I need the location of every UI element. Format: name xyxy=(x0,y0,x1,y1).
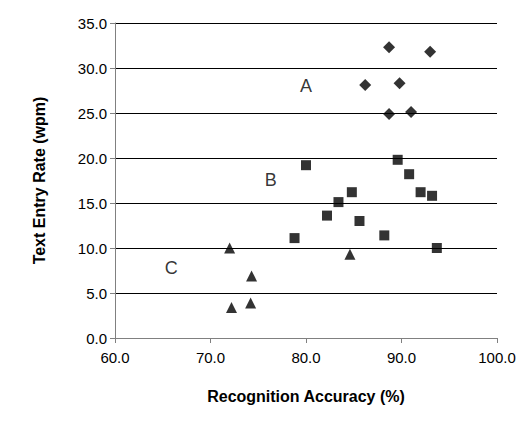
svg-text:C: C xyxy=(165,258,178,278)
svg-text:Recognition Accuracy (%): Recognition Accuracy (%) xyxy=(207,388,405,405)
svg-text:90.0: 90.0 xyxy=(387,349,416,366)
svg-text:35.0: 35.0 xyxy=(78,15,107,32)
svg-text:70.0: 70.0 xyxy=(196,349,225,366)
svg-text:30.0: 30.0 xyxy=(78,60,107,77)
svg-text:B: B xyxy=(265,170,277,190)
svg-text:15.0: 15.0 xyxy=(78,195,107,212)
svg-text:0.0: 0.0 xyxy=(86,330,107,347)
svg-text:20.0: 20.0 xyxy=(78,150,107,167)
svg-text:100.0: 100.0 xyxy=(478,349,516,366)
svg-text:80.0: 80.0 xyxy=(291,349,320,366)
svg-text:A: A xyxy=(300,76,312,96)
svg-text:60.0: 60.0 xyxy=(100,349,129,366)
svg-text:Text Entry Rate (wpm): Text Entry Rate (wpm) xyxy=(31,97,48,265)
svg-text:10.0: 10.0 xyxy=(78,240,107,257)
svg-text:25.0: 25.0 xyxy=(78,105,107,122)
svg-text:5.0: 5.0 xyxy=(86,285,107,302)
